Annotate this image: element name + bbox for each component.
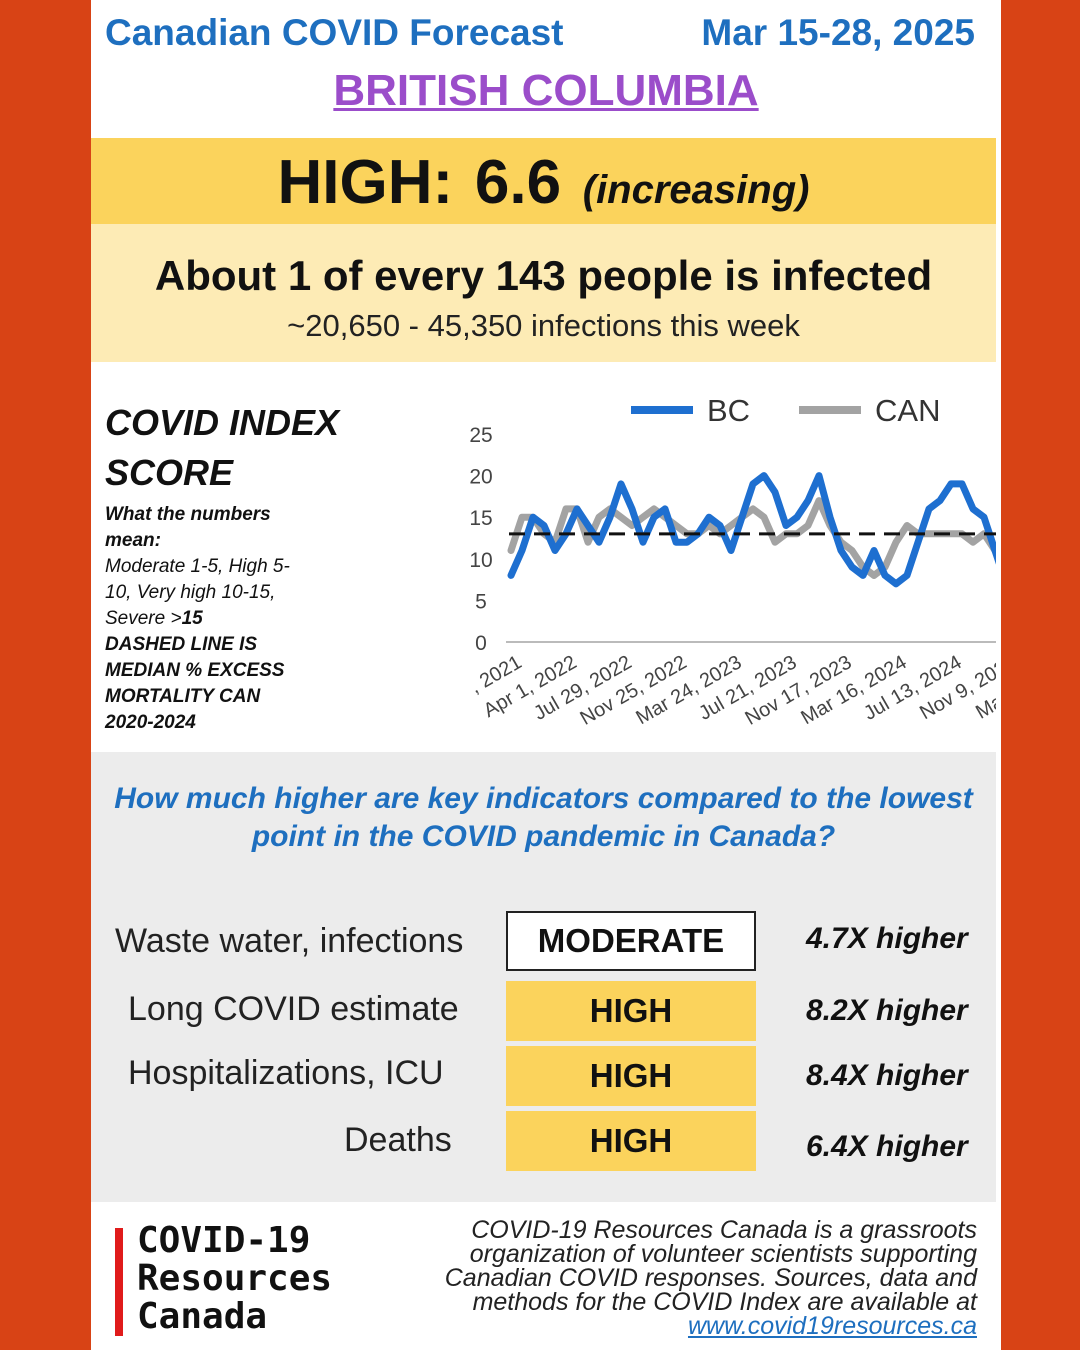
- y-tick-label: 25: [469, 424, 492, 447]
- indicator-multiplier-hospitalizations: 8.4X higher: [806, 1059, 968, 1092]
- footer: COVID-19 Resources Canada COVID-19 Resou…: [91, 1202, 1001, 1350]
- indicator-multiplier-wastewater: 4.7X higher: [806, 922, 968, 955]
- risk-trend: (increasing): [582, 168, 810, 212]
- infection-band: About 1 of every 143 people is infected …: [91, 224, 996, 362]
- indicator-level-hospitalizations: HIGH: [506, 1046, 756, 1106]
- forecast-title: Canadian COVID Forecast: [105, 12, 564, 53]
- index-notes: What the numbers mean: Moderate 1-5, Hig…: [105, 502, 305, 736]
- province-link[interactable]: BRITISH COLUMBIA: [333, 66, 759, 115]
- risk-score: 6.6: [474, 148, 562, 217]
- footer-website-link[interactable]: www.covid19resources.ca: [687, 1312, 977, 1340]
- side-strip-right: [1001, 1202, 1080, 1350]
- notes-scale: Moderate 1-5, High 5-10, Very high 10-15…: [105, 556, 290, 629]
- y-tick-label: 20: [469, 466, 492, 489]
- series-line-can: [507, 497, 996, 579]
- risk-level-label: HIGH:: [277, 148, 454, 217]
- index-title: COVID INDEX SCORE: [105, 402, 340, 493]
- indicator-label-wastewater: Waste water, infections: [115, 922, 464, 960]
- forecast-card: Canadian COVID Forecast Mar 15-28, 2025 …: [91, 0, 1001, 1350]
- indicator-multiplier-deaths: 6.4X higher: [806, 1130, 968, 1163]
- indicator-level-wastewater: MODERATE: [506, 911, 756, 971]
- infection-headline: About 1 of every 143 people is infected: [154, 252, 933, 299]
- indicator-multiplier-long-covid: 8.2X higher: [806, 994, 968, 1027]
- indicator-label-hospitalizations: Hospitalizations, ICU: [128, 1054, 444, 1092]
- logo-accent-bar: [115, 1228, 123, 1336]
- org-logo: COVID-19 Resources Canada: [137, 1220, 333, 1337]
- y-tick-label: 0: [475, 632, 487, 655]
- y-tick-label: 5: [475, 590, 487, 613]
- legend-label-bc: BC: [707, 393, 750, 428]
- indicator-level-long-covid: HIGH: [506, 981, 756, 1041]
- y-tick-label: 15: [469, 507, 492, 530]
- indicators-question: How much higher are key indicators compa…: [114, 782, 973, 853]
- indicator-label-long-covid: Long COVID estimate: [128, 990, 459, 1028]
- side-strip-left: [0, 1202, 91, 1350]
- indicator-label-deaths: Deaths: [344, 1121, 452, 1159]
- series-line-bc: [507, 472, 996, 588]
- y-tick-label: 10: [469, 549, 492, 572]
- footer-description: COVID-19 Resources Canada is a grassroot…: [397, 1218, 977, 1340]
- date-range: Mar 15-28, 2025: [701, 12, 975, 53]
- infection-range: ~20,650 - 45,350 infections this week: [287, 308, 800, 343]
- notes-dashed-line: DASHED LINE IS MEDIAN % EXCESS MORTALITY…: [105, 634, 285, 733]
- risk-level-band: HIGH: 6.6 (increasing): [91, 138, 996, 224]
- notes-heading: What the numbers mean:: [105, 504, 271, 551]
- indicator-level-deaths: HIGH: [506, 1111, 756, 1171]
- legend-label-can: CAN: [875, 393, 940, 428]
